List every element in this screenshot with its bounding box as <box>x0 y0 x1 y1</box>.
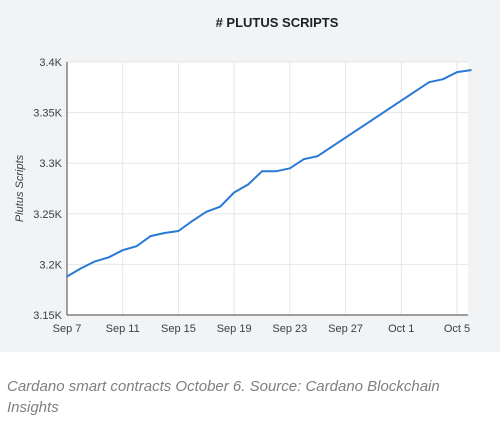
x-tick-label: Oct 1 <box>388 323 414 335</box>
chart-title: # PLUTUS SCRIPTS <box>216 15 339 30</box>
data-point <box>302 158 305 161</box>
chart-card: 3.15K 3.2K 3.25K 3.3K 3.35K 3.4K Sep 7 Sep 11 Se… <box>0 0 500 352</box>
y-tick-label: 3.35K <box>33 108 62 120</box>
x-tick-label: Oct 5 <box>444 323 470 335</box>
data-point <box>205 210 208 213</box>
y-tick-label: 3.15K <box>33 310 62 322</box>
x-tick-label: Sep 15 <box>161 323 196 335</box>
x-tick-label: Sep 19 <box>217 323 252 335</box>
data-point <box>456 71 458 73</box>
plot-area <box>67 62 468 315</box>
data-point <box>289 167 291 170</box>
data-point <box>247 183 250 186</box>
data-point <box>121 249 124 252</box>
plutus-scripts-line-chart: 3.15K 3.2K 3.25K 3.3K 3.35K 3.4K Sep 7 Sep 11 Se… <box>14 15 472 335</box>
data-point <box>316 155 319 158</box>
data-point <box>163 232 166 234</box>
data-point <box>275 170 277 173</box>
data-point <box>94 260 96 263</box>
image-caption: Cardano smart contracts October 6. Sourc… <box>7 378 440 416</box>
x-tick-label: Sep 23 <box>272 323 307 335</box>
y-tick-label: 3.3K <box>39 158 62 170</box>
y-tick-label: 3.4K <box>39 57 62 69</box>
data-point <box>428 81 430 84</box>
data-point <box>261 170 263 173</box>
data-point <box>107 256 110 259</box>
data-point <box>470 69 472 71</box>
data-point <box>149 235 152 238</box>
y-tick-label: 3.2K <box>39 259 62 271</box>
data-point <box>233 191 236 194</box>
x-tick-label: Sep 27 <box>328 323 363 335</box>
data-point <box>442 78 444 81</box>
y-axis-label: Plutus Scripts <box>14 154 26 222</box>
data-point <box>80 267 82 270</box>
data-point <box>219 205 222 208</box>
x-tick-label: Sep 11 <box>106 323 140 335</box>
data-point <box>177 230 180 232</box>
data-point <box>135 245 138 248</box>
x-tick-label: Sep 7 <box>53 323 82 335</box>
data-point <box>191 220 194 222</box>
data-point <box>66 275 68 278</box>
y-tick-label: 3.25K <box>33 209 62 221</box>
